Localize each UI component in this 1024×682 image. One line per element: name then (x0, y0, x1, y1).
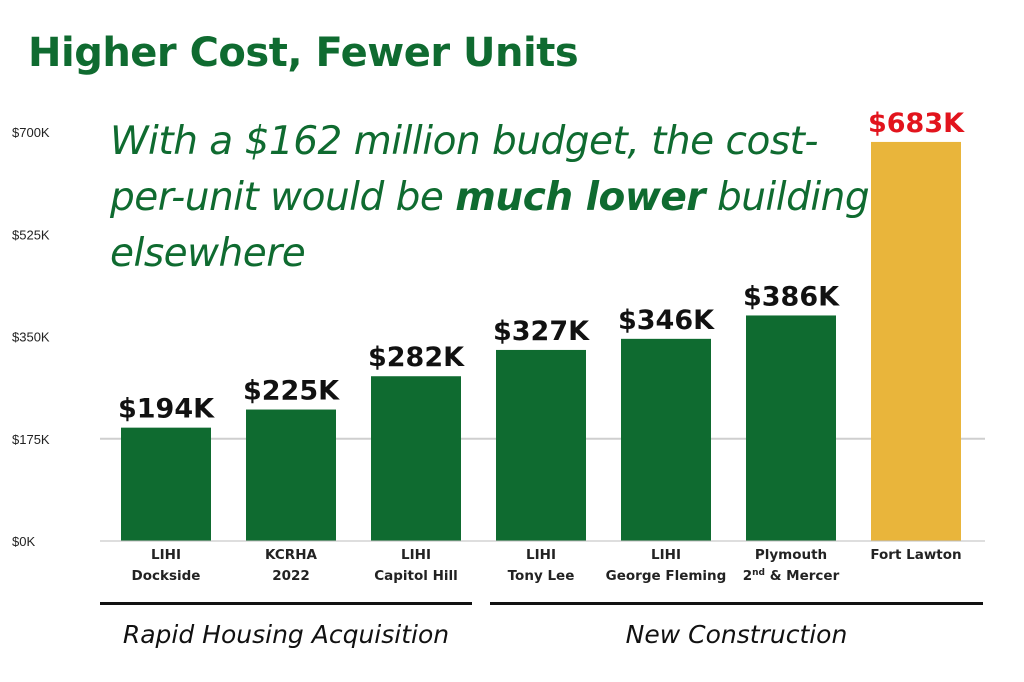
x-tick-label: LIHI (151, 547, 181, 563)
x-tick-label: 2022 (272, 568, 310, 584)
y-tick-label: $175K (12, 432, 50, 447)
bar (121, 427, 211, 541)
chart-title: Higher Cost, Fewer Units (28, 30, 579, 76)
group-label-new-construction: New Construction (625, 620, 848, 649)
bar (246, 409, 336, 541)
data-label: $194K (118, 394, 215, 425)
x-tick-label: KCRHA (265, 547, 317, 563)
subtitle-emphasis: much lower (455, 175, 706, 220)
subtitle-text-2: building elsewhere (110, 175, 870, 276)
y-tick-label: $0K (12, 534, 35, 549)
data-label: $386K (743, 281, 840, 312)
group-divider-rapid-housing (100, 602, 472, 605)
data-label: $282K (368, 342, 465, 373)
y-tick-label: $700K (12, 125, 50, 140)
bar (621, 338, 711, 541)
x-tick-label: Tony Lee (508, 568, 575, 584)
x-tick-label: Capitol Hill (374, 568, 458, 584)
y-tick-label: $350K (12, 330, 50, 345)
x-tick-label: Plymouth (755, 547, 827, 563)
bar (371, 376, 461, 541)
x-tick-label: George Fleming (606, 568, 727, 584)
y-tick-label: $525K (12, 227, 50, 242)
x-tick-label: LIHI (526, 547, 556, 563)
data-label: $683K (868, 108, 965, 139)
data-label: $327K (493, 316, 590, 347)
x-tick-label: 2nd & Mercer (743, 568, 840, 584)
x-tick-label: LIHI (651, 547, 681, 563)
data-label: $346K (618, 305, 715, 336)
x-tick-label: Fort Lawton (870, 547, 961, 563)
chart-subtitle: With a $162 million budget, the cost-per… (110, 114, 870, 282)
subtitle-text-1: With a $162 million budget, the cost-per… (110, 119, 819, 220)
data-label: $225K (243, 376, 340, 407)
bar (496, 349, 586, 541)
group-divider-new-construction (490, 602, 983, 605)
x-tick-label: LIHI (401, 547, 431, 563)
bar (746, 315, 836, 541)
x-tick-label: Dockside (132, 568, 201, 584)
bar (871, 141, 961, 541)
group-label-rapid-housing: Rapid Housing Acquisition (122, 620, 450, 649)
